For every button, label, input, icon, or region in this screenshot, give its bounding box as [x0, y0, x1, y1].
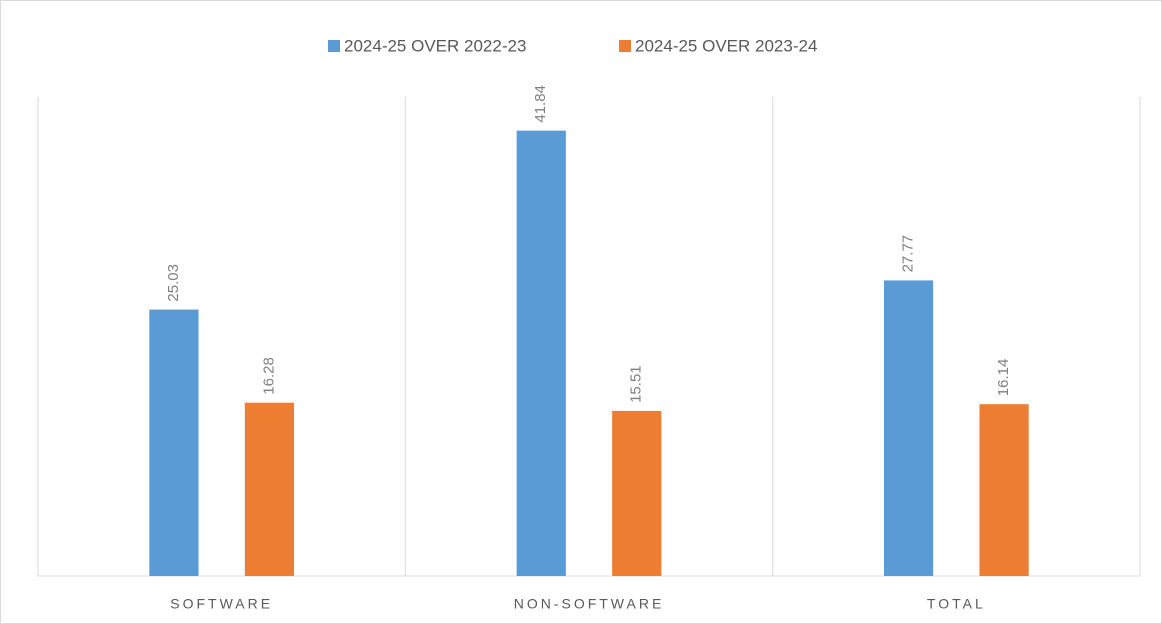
- legend-swatch: [328, 40, 340, 52]
- bar: [883, 280, 934, 576]
- data-label: 16.28: [260, 357, 277, 395]
- x-tick-label: NON-SOFTWARE: [514, 596, 665, 612]
- bar: [149, 309, 199, 576]
- data-label: 27.77: [900, 235, 917, 273]
- bar: [244, 402, 295, 576]
- data-label: 15.51: [628, 365, 645, 403]
- bar: [516, 130, 566, 576]
- x-tick-label: SOFTWARE: [170, 596, 273, 612]
- legend-swatch: [619, 40, 631, 52]
- data-label: 16.14: [995, 359, 1012, 397]
- data-label: 25.03: [165, 264, 182, 302]
- legend-label: 2024-25 OVER 2022-23: [344, 36, 526, 55]
- bar: [979, 404, 1029, 576]
- legend-label: 2024-25 OVER 2023-24: [635, 36, 817, 55]
- x-tick-label: TOTAL: [927, 596, 986, 612]
- bar: [612, 410, 662, 576]
- data-label: 41.84: [532, 85, 549, 123]
